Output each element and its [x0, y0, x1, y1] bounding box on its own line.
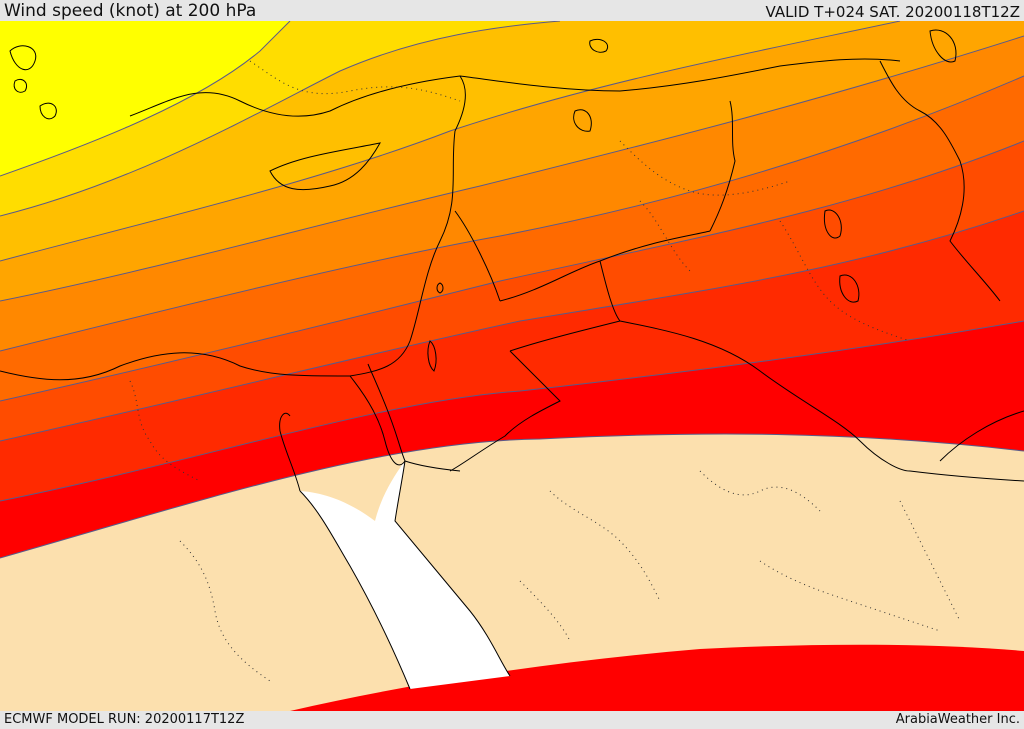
wind-speed-map — [0, 21, 1024, 711]
isotach-contours — [0, 21, 1024, 559]
credit-label: ArabiaWeather Inc. — [895, 712, 1020, 727]
southern-jet-band — [290, 644, 1024, 711]
internal-boundaries — [129, 60, 961, 682]
country-borders — [367, 58, 1024, 482]
coastlines — [0, 29, 1024, 690]
footer-bar: ECMWF MODEL RUN: 20200117T12Z ArabiaWeat… — [0, 711, 1024, 729]
red-sea-low-wind — [300, 461, 510, 689]
wind-band-1 — [0, 21, 290, 176]
model-run: ECMWF MODEL RUN: 20200117T12Z — [4, 712, 245, 727]
header-bar: Wind speed (knot) at 200 hPa VALID T+024… — [0, 0, 1024, 21]
map-title: Wind speed (knot) at 200 hPa — [4, 1, 257, 21]
valid-time: VALID T+024 SAT. 20200118T12Z — [765, 3, 1020, 21]
